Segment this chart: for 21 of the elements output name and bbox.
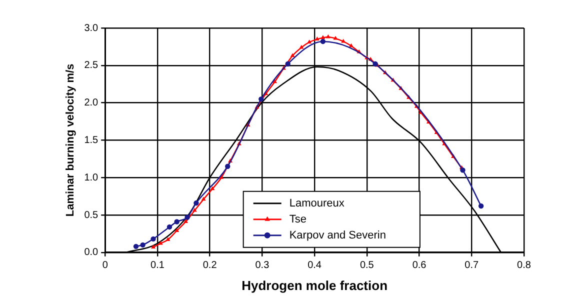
legend-label: Lamoureux xyxy=(289,197,345,210)
x-axis-title: Hydrogen mole fraction xyxy=(242,278,388,293)
x-tick-label: 0.6 xyxy=(412,260,427,272)
y-tick-label: 1.0 xyxy=(84,172,99,184)
y-tick-label: 2.5 xyxy=(84,60,99,72)
y-tick-label: 3.0 xyxy=(84,22,99,34)
x-tick-label: 0.8 xyxy=(517,260,532,272)
x-tick-label: 0.1 xyxy=(150,260,165,272)
x-tick-label: 0.2 xyxy=(202,260,218,272)
y-tick-label: 1.5 xyxy=(84,134,99,146)
legend-label: Tse xyxy=(289,213,306,226)
x-tick-label: 0 xyxy=(102,260,108,272)
y-tick-label: 0.5 xyxy=(84,210,99,221)
y-axis-title: Laminar burning velocity m/s xyxy=(64,64,77,217)
x-tick-label: 0.7 xyxy=(464,260,480,272)
x-tick-label: 0.4 xyxy=(308,260,322,272)
x-tick-label: 0.5 xyxy=(360,260,374,272)
y-tick-label: 0.0 xyxy=(84,247,99,258)
x-tick-label: 0.3 xyxy=(255,260,270,272)
y-tick-label: 2.0 xyxy=(84,98,99,109)
legend-label: Karpov and Severin xyxy=(289,229,386,242)
